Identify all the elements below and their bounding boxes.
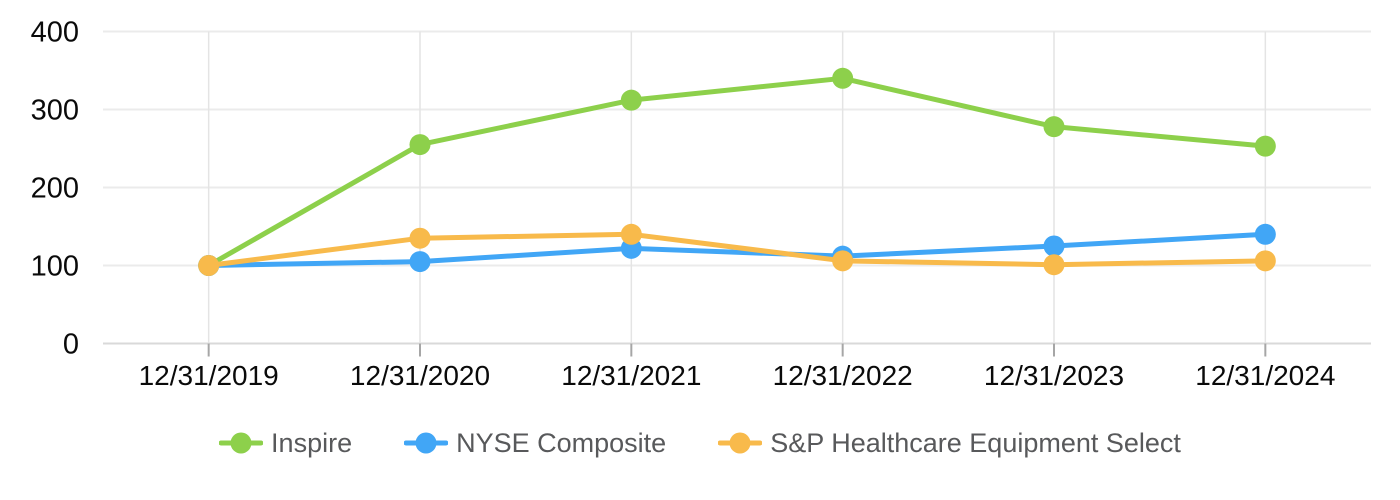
x-axis-label: 12/31/2021 (561, 360, 701, 391)
y-axis-label: 100 (31, 251, 79, 283)
data-point (620, 89, 642, 111)
y-axis-label: 0 (63, 329, 79, 361)
data-point (1043, 116, 1065, 138)
legend-marker-dot (230, 432, 252, 454)
legend-series-marker-icon (718, 432, 763, 454)
x-axis-label: 12/31/2022 (773, 360, 913, 391)
line-chart-canvas: 0 100 200 300 400 12/31/2019 12/31/2020 12/31/2… (31, 17, 1371, 391)
data-point (1254, 135, 1276, 157)
legend-label: S&P Healthcare Equipment Select (770, 427, 1181, 458)
data-point (832, 67, 854, 89)
legend-label: NYSE Composite (456, 427, 667, 458)
data-point (409, 227, 431, 249)
data-point (198, 255, 220, 276)
series-line (206, 231, 1268, 268)
y-axis-label: 400 (31, 17, 79, 49)
x-axis-label: 12/31/2020 (350, 360, 490, 391)
x-axis-label: 12/31/2019 (139, 360, 279, 391)
data-point (620, 223, 642, 245)
data-point (1043, 235, 1065, 257)
legend-series-marker-icon (219, 432, 264, 454)
data-point (409, 134, 431, 156)
y-axis-label: 200 (31, 173, 79, 205)
data-point (1043, 254, 1065, 276)
data-point (1254, 250, 1276, 272)
series-line (206, 231, 1268, 268)
legend-item: S&P Healthcare Equipment Select (718, 429, 1181, 457)
legend-item: NYSE Composite (404, 429, 666, 457)
x-axis-label: 12/31/2023 (984, 360, 1124, 391)
legend-marker-dot (415, 432, 437, 454)
chart-legend: Inspire NYSE Composite S&P Healthcare Equi… (0, 420, 1400, 466)
legend-label: Inspire (271, 427, 353, 458)
x-axis-label: 12/31/2024 (1195, 360, 1335, 391)
legend-marker-dot (729, 432, 751, 454)
legend-series-marker-icon (404, 432, 449, 454)
series-line (206, 75, 1268, 268)
y-axis-label: 300 (31, 95, 79, 127)
data-point (1254, 223, 1276, 245)
legend-item: Inspire (219, 429, 352, 457)
data-point (409, 251, 431, 273)
data-point (832, 250, 854, 272)
